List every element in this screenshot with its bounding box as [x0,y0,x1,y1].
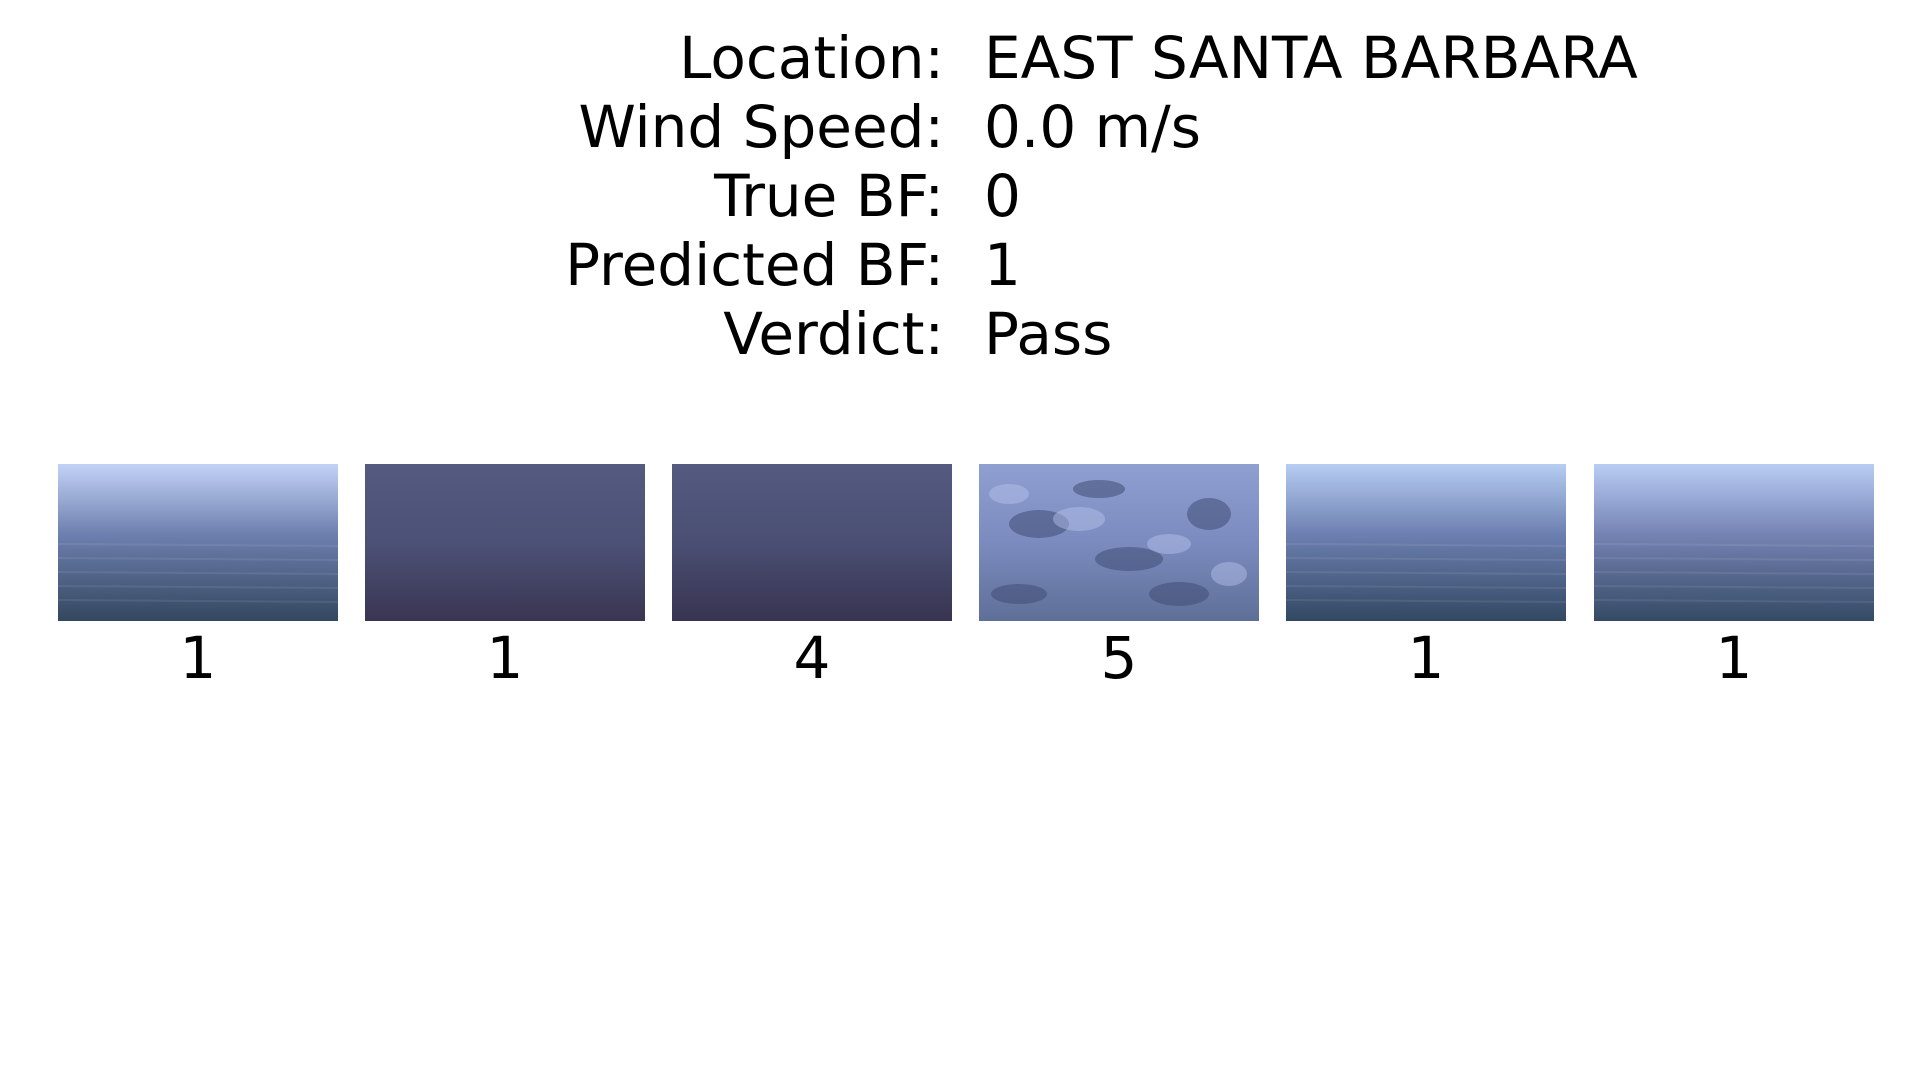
sea-photo-thumbnail [672,464,952,621]
wind-speed-label: Wind Speed: [578,93,944,161]
thumbnail-label: 1 [1715,624,1753,692]
sea-photo-thumbnail [1286,464,1566,621]
thumbnail-tile: 1 [365,464,645,693]
thumbnail-tile: 1 [1286,464,1566,693]
info-row-true-bf: True BF: 0 [0,162,1920,231]
info-row-wind-speed: Wind Speed: 0.0 m/s [0,93,1920,162]
thumbnail-tile: 5 [979,464,1259,693]
predicted-bf-value: 1 [984,231,1021,299]
true-bf-value: 0 [984,162,1021,230]
thumbnail-tile: 1 [1594,464,1874,693]
location-label: Location: [679,24,944,92]
location-value: EAST SANTA BARBARA [984,24,1638,92]
thumbnail-label: 5 [1100,624,1138,692]
thumbnail-tile: 4 [672,464,952,693]
info-row-predicted-bf: Predicted BF: 1 [0,231,1920,300]
thumbnail-strip: 1 1 4 5 1 1 [58,464,1874,694]
predicted-bf-label: Predicted BF: [565,231,944,299]
sea-photo-thumbnail [58,464,338,621]
info-panel: Location: EAST SANTA BARBARA Wind Speed:… [0,24,1920,369]
sea-photo-thumbnail [1594,464,1874,621]
info-row-location: Location: EAST SANTA BARBARA [0,24,1920,93]
sea-photo-thumbnail [979,464,1259,621]
verdict-value: Pass [984,300,1113,368]
true-bf-label: True BF: [714,162,944,230]
thumbnail-tile: 1 [58,464,338,693]
info-row-verdict: Verdict: Pass [0,300,1920,369]
thumbnail-label: 1 [1407,624,1445,692]
sea-photo-thumbnail [365,464,645,621]
thumbnail-label: 1 [179,624,217,692]
verdict-label: Verdict: [723,300,944,368]
thumbnail-label: 1 [486,624,524,692]
thumbnail-label: 4 [793,624,831,692]
wind-speed-value: 0.0 m/s [984,93,1201,161]
